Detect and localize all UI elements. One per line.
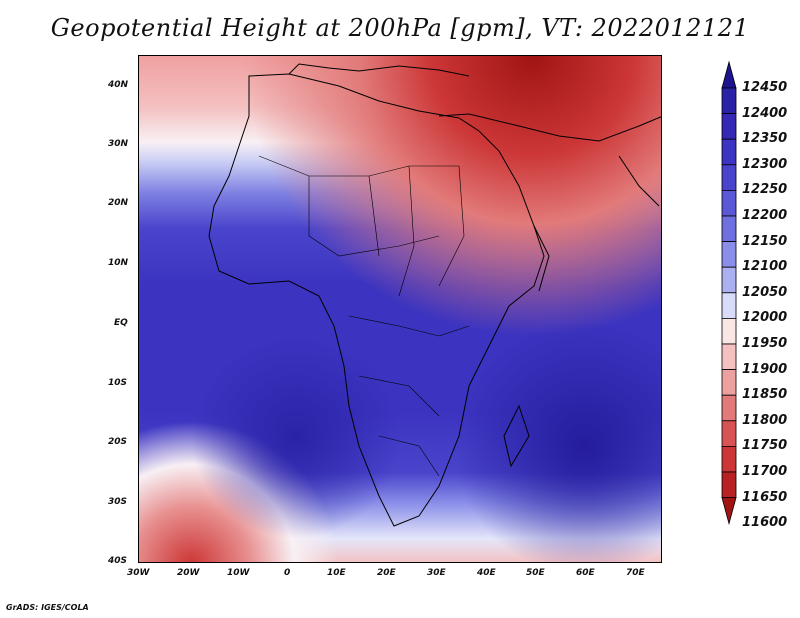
lon-tick: 10E <box>327 568 346 578</box>
colorbar-cell <box>721 394 737 422</box>
colorbar-label: 12350 <box>742 131 788 147</box>
colorbar-label: 11650 <box>742 489 788 505</box>
colorbar-label: 11800 <box>742 412 788 428</box>
lon-tick: 10W <box>227 568 250 578</box>
lat-tick: 20S <box>108 437 128 447</box>
lat-tick: 40S <box>108 556 128 566</box>
lon-tick: 60E <box>576 568 595 578</box>
lat-tick: EQ <box>114 318 128 328</box>
lat-tick: 10S <box>108 378 128 388</box>
colorbar-cell <box>721 317 737 345</box>
height-field <box>139 56 661 562</box>
lon-tick: 20E <box>377 568 396 578</box>
colorbar-label: 11750 <box>742 438 788 454</box>
grads-credit: GrADS: IGES/COLA <box>6 603 89 612</box>
colorbar-cell <box>721 445 737 473</box>
colorbar-cell <box>721 292 737 319</box>
lat-tick: 30N <box>108 139 129 149</box>
map-panel <box>138 55 662 563</box>
lon-tick: 70E <box>626 568 645 578</box>
colorbar-cell <box>721 471 737 499</box>
colorbar-label: 11700 <box>742 464 788 479</box>
lat-tick: 40N <box>108 80 129 90</box>
colorbar-cell <box>721 138 737 166</box>
colorbar-top-arrow <box>721 60 737 89</box>
lon-tick: 20W <box>177 568 200 578</box>
lon-tick: 30W <box>127 568 150 578</box>
colorbar-cell <box>721 266 737 294</box>
colorbar-label: 11900 <box>742 361 788 377</box>
lat-tick: 20N <box>108 198 129 208</box>
colorbar-cell <box>721 420 737 447</box>
colorbar-label: 12450 <box>742 80 788 95</box>
colorbar-label: 12400 <box>742 105 788 121</box>
colorbar-cell <box>721 369 737 396</box>
colorbar-cell <box>721 164 737 191</box>
lon-tick: 40E <box>477 568 496 578</box>
colorbar-label: 11600 <box>742 515 788 531</box>
colorbar-label: 11950 <box>742 336 788 351</box>
colorbar-cell <box>721 113 737 140</box>
colorbar-label: 12000 <box>742 310 788 326</box>
lon-tick: 50E <box>526 568 545 578</box>
colorbar-bottom-arrow <box>721 497 737 526</box>
country-borders <box>258 155 470 477</box>
colorbar-cell <box>721 241 737 268</box>
colorbar-label: 12300 <box>742 156 788 172</box>
colorbar-label: 12050 <box>742 284 788 300</box>
colorbar-label: 12100 <box>742 259 788 275</box>
colorbar-label: 12200 <box>742 208 788 223</box>
colorbar-cell <box>721 215 737 243</box>
colorbar-label: 12250 <box>742 182 788 198</box>
page-title: Geopotential Height at 200hPa [gpm], VT:… <box>50 14 750 42</box>
colorbar-cell <box>721 189 737 217</box>
colorbar-label: 11850 <box>742 387 788 403</box>
coastlines <box>208 63 661 527</box>
lon-tick: 0 <box>284 568 291 578</box>
colorbar-label: 12150 <box>742 233 788 249</box>
colorbar-cell <box>721 343 737 371</box>
lat-tick: 30S <box>108 497 128 507</box>
lat-tick: 10N <box>108 258 129 268</box>
colorbar-cell <box>721 87 737 115</box>
lon-tick: 30E <box>427 568 446 578</box>
